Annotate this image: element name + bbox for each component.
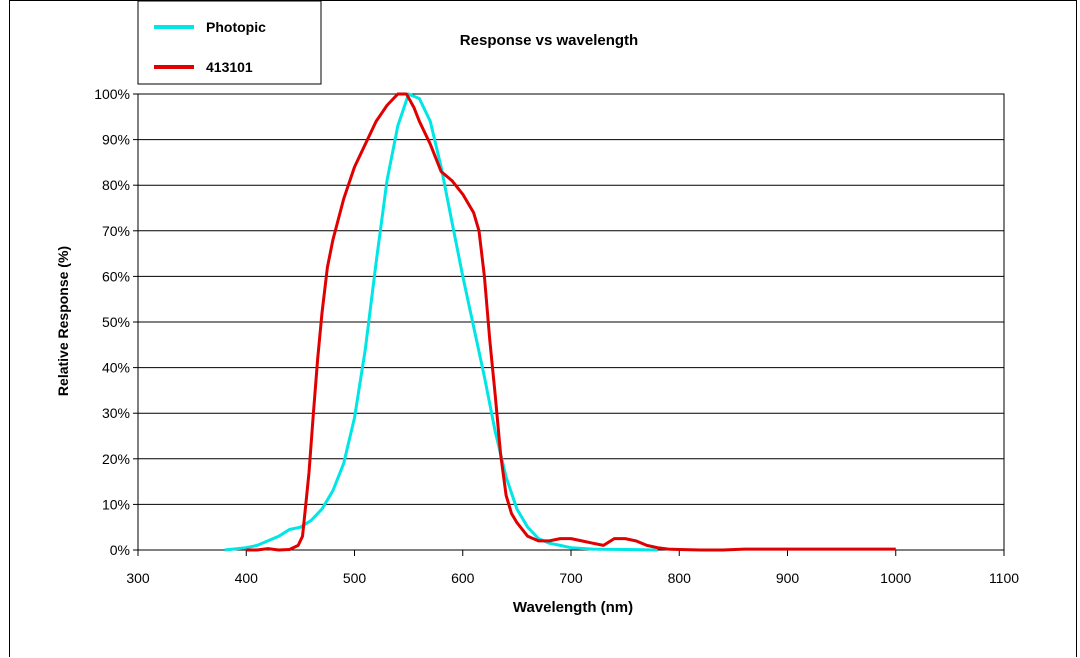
y-tick-label: 20% [102, 451, 130, 467]
y-tick-label: 50% [102, 314, 130, 330]
chart-frame: 300 400 500 600 700 800 900 1000 1100 0% 10% 20% 30… [9, 0, 1077, 657]
x-tick-label: 1100 [989, 570, 1019, 586]
gridlines [138, 93, 1004, 551]
x-tick-label: 300 [126, 570, 150, 586]
y-tick-label: 30% [102, 405, 130, 421]
y-tick-label: 80% [102, 177, 130, 193]
series-lines [224, 92, 896, 552]
x-axis-label: Wavelength (nm) [513, 599, 633, 616]
x-axis: 300 400 500 600 700 800 900 1000 1100 [126, 550, 1019, 586]
response-chart: 300 400 500 600 700 800 900 1000 1100 0% 10% 20% 30… [55, 1, 1019, 616]
y-axis: 0% 10% 20% 30% 40% 50% 60% 70% 80% 90% 100% [94, 86, 138, 558]
y-tick-label: 90% [102, 132, 130, 148]
x-tick-label: 1000 [880, 570, 911, 586]
y-tick-label: 60% [102, 268, 130, 284]
y-tick-label: 0% [110, 542, 130, 558]
y-tick-label: 100% [94, 86, 130, 102]
x-tick-label: 700 [559, 570, 583, 586]
legend-label-413101: 413101 [206, 59, 253, 75]
y-tick-label: 40% [102, 360, 130, 376]
y-tick-label: 10% [102, 496, 130, 512]
legend-label-photopic: Photopic [206, 19, 266, 35]
legend-box [137, 1, 322, 85]
y-tick-label: 70% [102, 223, 130, 239]
legend: Photopic 413101 [137, 1, 322, 85]
x-tick-label: 500 [343, 570, 367, 586]
chart-title: Response vs wavelength [460, 32, 638, 49]
series-line-413101 [246, 92, 896, 552]
x-tick-label: 600 [451, 570, 475, 586]
x-tick-label: 800 [668, 570, 692, 586]
y-axis-label: Relative Response (%) [55, 246, 71, 396]
x-tick-label: 900 [776, 570, 800, 586]
x-tick-label: 400 [235, 570, 259, 586]
